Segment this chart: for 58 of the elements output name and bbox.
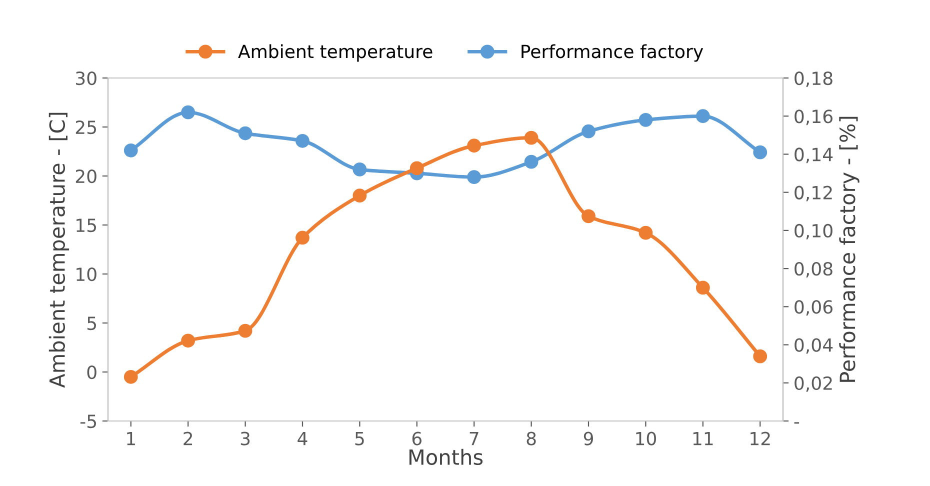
y-tick-label: 0 (87, 365, 96, 380)
x-tick-label: 2 (184, 432, 192, 446)
x-tick-label: 9 (584, 432, 593, 446)
point (124, 370, 138, 384)
y-tick-label: 15 (76, 218, 96, 232)
point (582, 209, 596, 224)
legend-label: Performance factory (522, 44, 704, 62)
x-tick-label: 12 (750, 432, 770, 446)
point (296, 230, 310, 245)
x-tick-label: 4 (298, 432, 308, 446)
x-tick-label: 5 (355, 432, 364, 446)
point (181, 105, 196, 120)
point (467, 138, 482, 153)
y2-tick-label: 0,14 (794, 148, 833, 164)
x-tick-label: 3 (240, 432, 250, 446)
y2-tick-label: 0,04 (794, 338, 833, 354)
x-axis-title: Months (409, 448, 483, 466)
y2-tick-label: 0,08 (794, 262, 832, 278)
point (753, 145, 768, 160)
y2-tick-label: 0,18 (794, 71, 832, 87)
point (352, 188, 367, 203)
point (238, 126, 252, 140)
x-tick-label: 7 (470, 432, 478, 446)
y2-axis-title: Performance factory - [%] (839, 116, 860, 382)
point (638, 226, 653, 240)
y-tick-label: -5 (80, 414, 96, 428)
point (296, 134, 310, 148)
point (696, 280, 710, 295)
y-tick-label: 10 (76, 267, 96, 282)
y2-tick-label: - (794, 422, 800, 424)
point (696, 109, 710, 124)
x-tick-label: 1 (127, 432, 135, 446)
x-tick-label: 11 (693, 432, 713, 446)
x-tick-label: 6 (412, 432, 422, 446)
y-tick-label: 20 (76, 169, 96, 184)
y-tick-label: 25 (76, 120, 96, 134)
point (181, 334, 196, 348)
point (524, 130, 538, 145)
point (524, 154, 538, 169)
y2-tick-label: 0,12 (794, 186, 832, 202)
y2-tick-label: 0,10 (794, 224, 832, 240)
x-tick-label: 10 (636, 432, 656, 446)
point (753, 349, 768, 364)
point (638, 112, 653, 127)
legend-label: Ambient temperature (238, 44, 432, 62)
y2-tick-label: 0,16 (794, 110, 832, 126)
point (352, 162, 367, 176)
point (410, 161, 424, 176)
point (467, 170, 482, 184)
point (582, 124, 596, 138)
y2-tick-label: 0,02 (794, 376, 832, 392)
point (124, 143, 138, 158)
y-axis-title: Ambient temperature - [C] (48, 112, 70, 388)
y-tick-label: 5 (87, 316, 96, 330)
x-tick-label: 8 (526, 432, 536, 446)
point (238, 324, 252, 338)
y2-tick-label: 0,06 (794, 300, 832, 316)
y-tick-label: 30 (76, 71, 96, 86)
